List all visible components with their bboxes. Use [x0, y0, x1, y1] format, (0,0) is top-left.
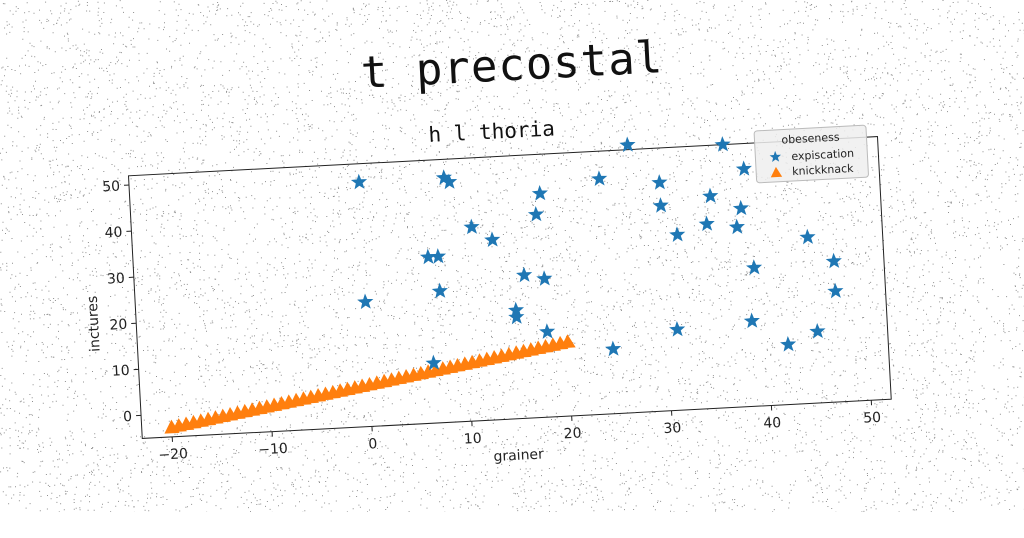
- expiscation-point: [702, 187, 719, 203]
- y-tick-label: 40: [104, 225, 123, 242]
- expiscation-point: [827, 282, 844, 298]
- expiscation-point: [528, 206, 545, 222]
- x-tick-label: 0: [368, 436, 378, 452]
- y-tick-label: 20: [109, 317, 128, 334]
- x-tick-label: 50: [863, 410, 882, 427]
- expiscation-point: [698, 215, 715, 231]
- expiscation-point: [799, 228, 816, 244]
- expiscation-point: [809, 323, 826, 339]
- chart-subtitle: h l thoria: [428, 116, 556, 147]
- x-tick-label: −10: [258, 441, 288, 459]
- expiscation-point: [591, 170, 608, 186]
- expiscation-point: [729, 218, 746, 234]
- expiscation-point: [669, 226, 686, 242]
- y-tick-label: 50: [102, 179, 121, 196]
- x-tick-label: −20: [158, 446, 188, 464]
- expiscation-point: [484, 231, 501, 247]
- x-tick-label: 20: [563, 425, 582, 442]
- expiscation-point: [605, 340, 622, 356]
- y-axis-label: inctures: [85, 295, 104, 352]
- expiscation-point: [508, 308, 525, 324]
- expiscation-point: [780, 336, 797, 352]
- expiscation-point: [516, 266, 533, 282]
- x-tick-label: 40: [763, 415, 782, 432]
- x-tick-label: 30: [663, 420, 682, 437]
- expiscation-point: [531, 185, 548, 201]
- x-tick-label: 10: [463, 431, 482, 448]
- y-tick-label: 30: [107, 271, 126, 288]
- expiscation-point: [539, 323, 556, 339]
- y-tick-label: 0: [123, 409, 133, 425]
- expiscation-point: [463, 218, 480, 234]
- expiscation-point: [733, 199, 750, 215]
- expiscation-point: [536, 270, 553, 286]
- expiscation-point: [669, 321, 686, 337]
- expiscation-point: [431, 282, 448, 298]
- x-axis-label: grainer: [493, 446, 544, 465]
- expiscation-point: [652, 197, 669, 213]
- legend: obeseness expiscation knickknack: [754, 125, 869, 183]
- expiscation-point: [735, 160, 752, 176]
- expiscation-point: [357, 293, 374, 309]
- plot-area: [150, 126, 849, 434]
- expiscation-point: [651, 174, 668, 190]
- expiscation-point: [743, 312, 760, 328]
- expiscation-point: [351, 173, 368, 189]
- expiscation-point: [825, 252, 842, 268]
- expiscation-point: [746, 259, 763, 275]
- y-tick-label: 10: [111, 363, 130, 380]
